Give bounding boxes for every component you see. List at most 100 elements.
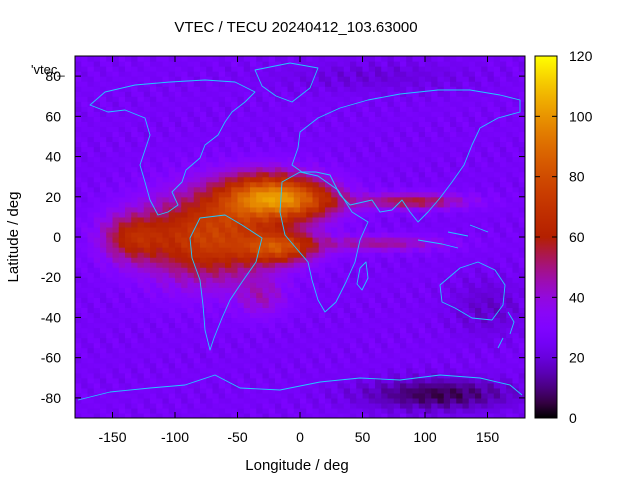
heatmap-cell — [181, 262, 189, 268]
heatmap-cell — [300, 397, 307, 404]
heatmap-cell — [156, 347, 164, 354]
heatmap-cell — [150, 191, 157, 198]
heatmap-cell — [325, 221, 332, 228]
heatmap-cell — [412, 206, 420, 213]
heatmap-cell — [406, 362, 414, 369]
heatmap-cell — [162, 141, 170, 148]
heatmap-cell — [468, 367, 476, 374]
heatmap-cell — [443, 81, 451, 87]
heatmap-cell — [150, 382, 157, 389]
heatmap-cell — [306, 347, 314, 354]
heatmap-cell — [468, 317, 476, 324]
heatmap-cell — [256, 247, 264, 253]
heatmap-cell — [75, 191, 82, 198]
heatmap-cell — [100, 161, 107, 168]
heatmap-cell — [406, 186, 414, 193]
heatmap-cell — [306, 307, 314, 314]
heatmap-cell — [281, 146, 289, 153]
heatmap-cell — [187, 307, 195, 314]
heatmap-cell — [75, 312, 82, 319]
heatmap-cell — [475, 267, 482, 273]
heatmap-cell — [250, 201, 257, 208]
heatmap-cell — [293, 221, 301, 228]
heatmap-cell — [250, 392, 257, 399]
heatmap-cell — [218, 146, 226, 153]
heatmap-cell — [137, 357, 145, 364]
heatmap-cell — [150, 166, 157, 173]
heatmap-cell — [312, 216, 320, 223]
heatmap-cell — [431, 237, 439, 243]
heatmap-cell — [150, 106, 157, 112]
heatmap-cell — [331, 247, 339, 253]
heatmap-cell — [125, 262, 132, 268]
heatmap-cell — [356, 362, 364, 369]
heatmap-cell — [431, 106, 439, 112]
heatmap-cell — [175, 106, 182, 112]
heatmap-cell — [256, 156, 264, 163]
heatmap-cell — [350, 196, 357, 203]
heatmap-cell — [206, 196, 214, 203]
heatmap-cell — [75, 126, 82, 133]
heatmap-cell — [487, 237, 495, 243]
heatmap-cell — [262, 332, 270, 339]
heatmap-cell — [187, 257, 195, 263]
heatmap-cell — [318, 201, 326, 208]
heatmap-cell — [450, 302, 457, 308]
heatmap-cell — [118, 171, 126, 178]
heatmap-cell — [156, 186, 164, 193]
heatmap-cell — [156, 342, 164, 349]
heatmap-cell — [293, 166, 301, 173]
heatmap-cell — [350, 221, 357, 228]
heatmap-cell — [468, 312, 476, 319]
heatmap-cell — [175, 337, 182, 344]
heatmap-cell — [400, 317, 407, 324]
heatmap-cell — [312, 86, 320, 92]
heatmap-cell — [306, 312, 314, 319]
heatmap-cell — [456, 312, 464, 319]
heatmap-cell — [262, 91, 270, 97]
heatmap-cell — [250, 181, 257, 188]
heatmap-cell — [212, 91, 220, 97]
heatmap-cell — [93, 377, 101, 384]
heatmap-cell — [256, 176, 264, 183]
heatmap-cell — [337, 317, 345, 324]
heatmap-cell — [381, 257, 389, 263]
heatmap-cell — [318, 151, 326, 158]
heatmap-cell — [331, 76, 339, 82]
heatmap-cell — [225, 211, 232, 218]
heatmap-cell — [112, 186, 120, 193]
heatmap-cell — [131, 66, 139, 72]
heatmap-cell — [481, 81, 489, 87]
heatmap-cell — [443, 176, 451, 183]
heatmap-cell — [187, 302, 195, 308]
heatmap-cell — [243, 347, 251, 354]
heatmap-cell — [393, 362, 401, 369]
heatmap-cell — [81, 307, 89, 314]
heatmap-cell — [406, 337, 414, 344]
heatmap-cell — [306, 332, 314, 339]
heatmap-cell — [412, 237, 420, 243]
heatmap-cell — [106, 322, 114, 329]
heatmap-cell — [150, 327, 157, 334]
heatmap-cell — [487, 392, 495, 399]
heatmap-cell — [275, 277, 282, 283]
heatmap-cell — [343, 76, 351, 82]
heatmap-cell — [75, 141, 82, 148]
heatmap-cell — [181, 166, 189, 173]
heatmap-cell — [337, 81, 345, 87]
heatmap-cell — [231, 272, 239, 278]
heatmap-cell — [468, 277, 476, 283]
heatmap-cell — [106, 262, 114, 268]
heatmap-cell — [243, 352, 251, 359]
heatmap-cell — [412, 161, 420, 168]
heatmap-cell — [225, 151, 232, 158]
heatmap-cell — [487, 216, 495, 223]
heatmap-cell — [106, 397, 114, 404]
heatmap-cell — [350, 317, 357, 324]
heatmap-cell — [275, 347, 282, 354]
heatmap-cell — [162, 86, 170, 92]
heatmap-cell — [293, 312, 301, 319]
heatmap-cell — [231, 297, 239, 303]
heatmap-cell — [500, 277, 507, 283]
heatmap-cell — [443, 76, 451, 82]
